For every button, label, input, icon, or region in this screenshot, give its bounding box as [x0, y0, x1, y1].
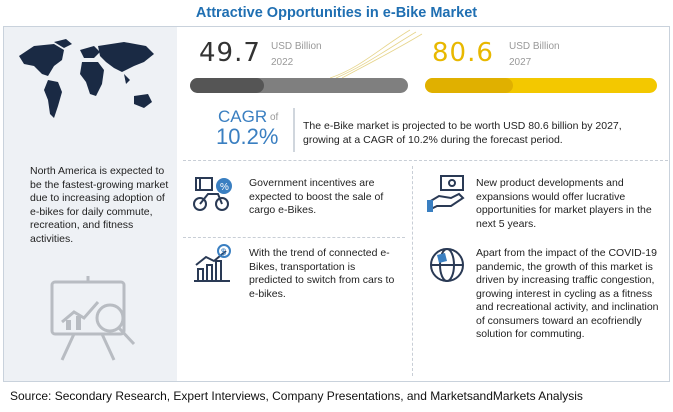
market-unit-2022: USD Billion [271, 41, 322, 52]
opportunity-text: Government incentives are expected to bo… [249, 177, 384, 216]
cagr-value: 10.2% [216, 124, 279, 149]
divider-horizontal-left [183, 237, 405, 238]
north-america-text: North America is expected to be the fast… [30, 165, 169, 245]
market-year-2022: 2022 [271, 57, 294, 68]
svg-text:$: $ [221, 247, 226, 257]
opportunity-text: New product developments and expansions … [476, 177, 652, 230]
world-map-icon [19, 39, 154, 118]
market-unit-2027: USD Billion [509, 41, 560, 52]
product-development-icon [427, 175, 465, 212]
opportunity-text: With the trend of connected e-Bikes, tra… [249, 247, 395, 300]
market-value-2022: 49.7 [199, 38, 261, 68]
cagr-of-label: of [270, 112, 279, 123]
globe-icon [430, 248, 464, 282]
divider-vertical [412, 166, 413, 376]
cargo-bike-icon: % [193, 177, 232, 211]
source-note: Source: Secondary Research, Expert Inter… [10, 389, 583, 403]
cagr-label: CAGR [218, 107, 268, 126]
svg-text:%: % [220, 182, 229, 193]
growth-chart-icon: $ [194, 244, 231, 282]
analysis-board-icon [50, 276, 136, 361]
page-title: Attractive Opportunities in e-Bike Marke… [195, 5, 478, 21]
decorative-waves [330, 29, 423, 78]
cagr-divider [293, 108, 295, 152]
market-value-2027: 80.6 [432, 38, 494, 68]
infographic-frame [3, 26, 670, 382]
market-bar-2027 [425, 78, 657, 93]
opportunity-text: Apart from the impact of the COVID-19 pa… [476, 247, 659, 340]
market-year-2027: 2027 [509, 57, 532, 68]
market-bar-2022 [190, 78, 408, 93]
divider-horizontal [183, 160, 668, 161]
market-summary: The e-Bike market is projected to be wor… [303, 120, 622, 146]
